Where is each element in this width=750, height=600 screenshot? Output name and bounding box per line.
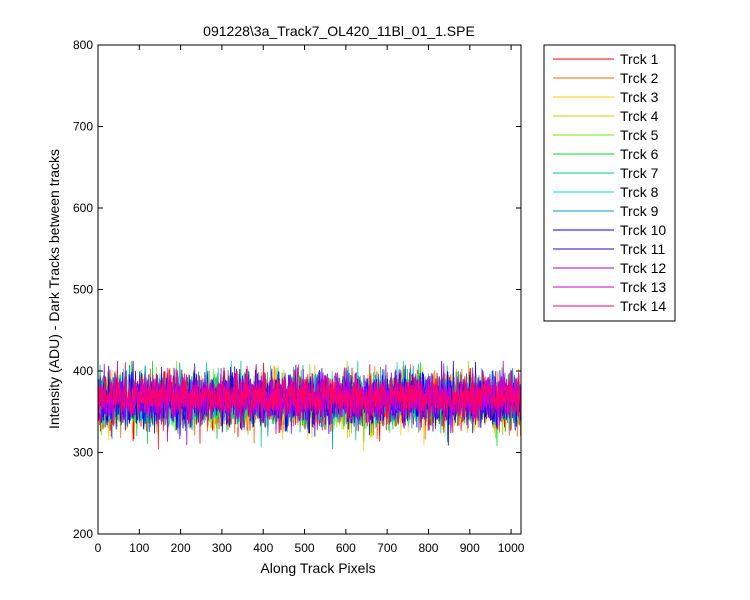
series-layer: [97, 360, 521, 451]
legend-label-5: Trck 5: [620, 127, 659, 143]
legend-label-4: Trck 4: [620, 108, 659, 124]
y-tick-label: 800: [73, 38, 93, 52]
x-axis: 0 100 200 300 400 500 600 700 800 900 1000: [95, 45, 525, 555]
legend: Trck 1 Trck 2 Trck 3 Trck 4 Trck 5 Trck 6 Trck…: [543, 44, 676, 322]
x-tick-label: 500: [295, 541, 315, 555]
y-tick-label: 200: [73, 527, 93, 541]
legend-label-8: Trck 8: [620, 184, 659, 200]
legend-label-3: Trck 3: [620, 89, 659, 105]
x-tick-label: 600: [336, 541, 356, 555]
x-axis-label: Along Track Pixels: [260, 560, 375, 576]
x-tick-label: 800: [418, 541, 438, 555]
y-axis: 200 300 400 500 600 700 800: [73, 38, 521, 541]
y-tick-label: 600: [73, 201, 93, 215]
x-tick-label: 900: [460, 541, 480, 555]
y-axis-label: Intensity (ADU) - Dark Tracks between tr…: [46, 149, 62, 429]
legend-label-7: Trck 7: [620, 165, 659, 181]
x-tick-label: 400: [253, 541, 273, 555]
x-tick-label: 300: [212, 541, 232, 555]
legend-label-1: Trck 1: [620, 51, 659, 67]
x-tick-label: 200: [171, 541, 191, 555]
legend-label-12: Trck 12: [620, 260, 666, 276]
x-tick-label: 100: [129, 541, 149, 555]
x-tick-label: 0: [95, 541, 102, 555]
x-tick-label: 1000: [498, 541, 525, 555]
legend-label-2: Trck 2: [620, 70, 659, 86]
y-tick-label: 500: [73, 283, 93, 297]
legend-label-14: Trck 14: [620, 298, 666, 314]
legend-box: [543, 44, 676, 322]
legend-label-10: Trck 10: [620, 222, 666, 238]
legend-label-13: Trck 13: [620, 279, 666, 295]
legend-label-9: Trck 9: [620, 203, 659, 219]
plot-area: [98, 45, 521, 534]
legend-label-6: Trck 6: [620, 146, 659, 162]
series-line-14: [97, 361, 521, 432]
y-tick-label: 400: [73, 364, 93, 378]
chart-title: 091228\3a_Track7_OL420_11Bl_01_1.SPE: [203, 23, 475, 39]
series-line-13: [97, 360, 521, 431]
x-tick-label: 700: [377, 541, 397, 555]
y-tick-label: 700: [73, 120, 93, 134]
y-tick-label: 300: [73, 446, 93, 460]
legend-label-11: Trck 11: [620, 241, 665, 257]
